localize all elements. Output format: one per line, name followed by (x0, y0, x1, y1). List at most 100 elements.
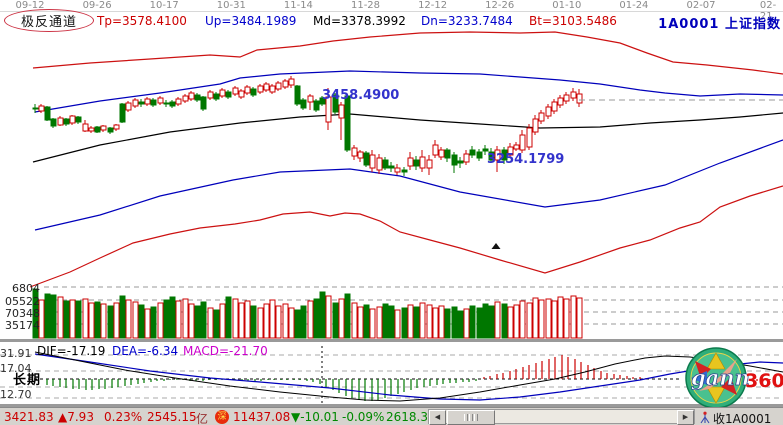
scrollbar-thumb[interactable] (447, 410, 495, 425)
volume-bar (413, 306, 420, 339)
candle-body (307, 95, 314, 103)
candle-body (319, 97, 326, 105)
candle-body (157, 97, 164, 104)
volume-bar (57, 296, 64, 339)
candle-body (182, 95, 189, 102)
volume-bar (557, 296, 564, 339)
channel-line-up (34, 70, 783, 113)
indicator-value: Md=3378.3992 (313, 14, 406, 28)
signal-tower-icon (700, 411, 710, 424)
volume-bar (257, 307, 264, 339)
candle-body (150, 99, 157, 106)
date-label: 01-10 (552, 0, 582, 11)
volume-bar (451, 306, 458, 339)
candle-body (263, 83, 270, 91)
candle-body (376, 157, 383, 171)
candle-body (563, 94, 570, 102)
sh-index-change: ▲7.93 (58, 410, 94, 424)
candle-body (213, 93, 220, 100)
candle-body (82, 123, 89, 132)
volume-bar (188, 303, 195, 339)
triangle-marker (491, 243, 501, 249)
candle-body (32, 107, 39, 110)
volume-bar (457, 310, 464, 339)
volume-bar (144, 308, 151, 339)
volume-bar (494, 301, 501, 339)
candle-body (294, 85, 301, 105)
volume-bar (213, 309, 220, 339)
candle-body (119, 103, 126, 123)
volume-bar (426, 304, 433, 339)
sz-index-price: 11437.08 (233, 410, 291, 424)
date-label: 11-14 (283, 0, 313, 11)
candle-body (419, 156, 426, 169)
macd-axis-label: 31.91 (0, 347, 32, 360)
volume-bar (263, 303, 270, 339)
candle-body (332, 94, 339, 113)
symbol-title: 1A0001 上证指数 (658, 17, 781, 32)
volume-bar (300, 305, 307, 339)
volume-bar (319, 291, 326, 339)
indicator-value: Dn=3233.7484 (421, 14, 513, 28)
volume-bar (357, 306, 364, 339)
candle-body (238, 90, 245, 98)
volume-axis-label: 35174 (5, 319, 40, 332)
volume-bar (307, 300, 314, 339)
volume-bar (538, 299, 545, 339)
volume-bar (119, 295, 126, 339)
indicator-name: 极反通道 (20, 15, 77, 30)
sh-turnover-unit: 亿 (196, 412, 209, 425)
volume-bar (325, 295, 332, 339)
candle-body (357, 151, 364, 159)
candle-body (538, 112, 545, 122)
candle-body (344, 95, 351, 151)
thumb-grip (464, 414, 468, 421)
candle-body (388, 165, 395, 169)
candle-body (519, 134, 526, 151)
volume-bar (219, 303, 226, 339)
volume-bar (288, 307, 295, 339)
volume-bar (432, 307, 439, 339)
date-label: 01-24 (619, 0, 649, 11)
pane-separator[interactable] (0, 339, 783, 342)
candle-body (513, 144, 520, 150)
candle-body (451, 154, 458, 166)
candle-body (38, 105, 45, 112)
volume-bar (269, 299, 276, 339)
volume-bar (94, 301, 101, 339)
volume-bar (175, 300, 182, 339)
indicator-badge[interactable]: 极反通道 (4, 9, 94, 32)
candle-body (570, 91, 577, 99)
volume-bar (513, 304, 520, 339)
price-annotation: 3254.1799 (487, 152, 565, 167)
volume-bar (394, 309, 401, 339)
candle-body (288, 78, 295, 86)
candle-body (194, 94, 201, 101)
volume-bar (207, 307, 214, 339)
date-label: 11-28 (350, 0, 381, 11)
sz-turnover: 2618.3 (386, 410, 428, 424)
period-label: 长期 (13, 373, 42, 388)
scroll-left-arrow-icon[interactable]: ◀ (429, 410, 446, 425)
sz-index-pct: -0.09% (342, 410, 385, 424)
volume-bar (338, 298, 345, 339)
volume-bar (163, 299, 170, 339)
candle-body (300, 99, 307, 109)
candle-body (100, 125, 107, 131)
horizontal-scrollbar[interactable]: ◀ ▶ (428, 409, 695, 425)
volume-axis-label: 05522 (5, 295, 40, 308)
scroll-right-arrow-icon[interactable]: ▶ (677, 410, 694, 425)
candle-body (394, 167, 401, 173)
date-label: 10-31 (216, 0, 246, 11)
candle-body (545, 106, 552, 117)
candle-body (219, 89, 226, 97)
dif-value: DIF=-17.19 (37, 344, 106, 358)
candle-body (463, 153, 470, 163)
svg-text:gann: gann (691, 365, 750, 390)
volume-bar (82, 298, 89, 339)
macd-value: MACD=-21.70 (183, 344, 268, 358)
volume-bar (282, 303, 289, 339)
volume-bar (444, 308, 451, 339)
pane-separator[interactable] (0, 404, 783, 407)
